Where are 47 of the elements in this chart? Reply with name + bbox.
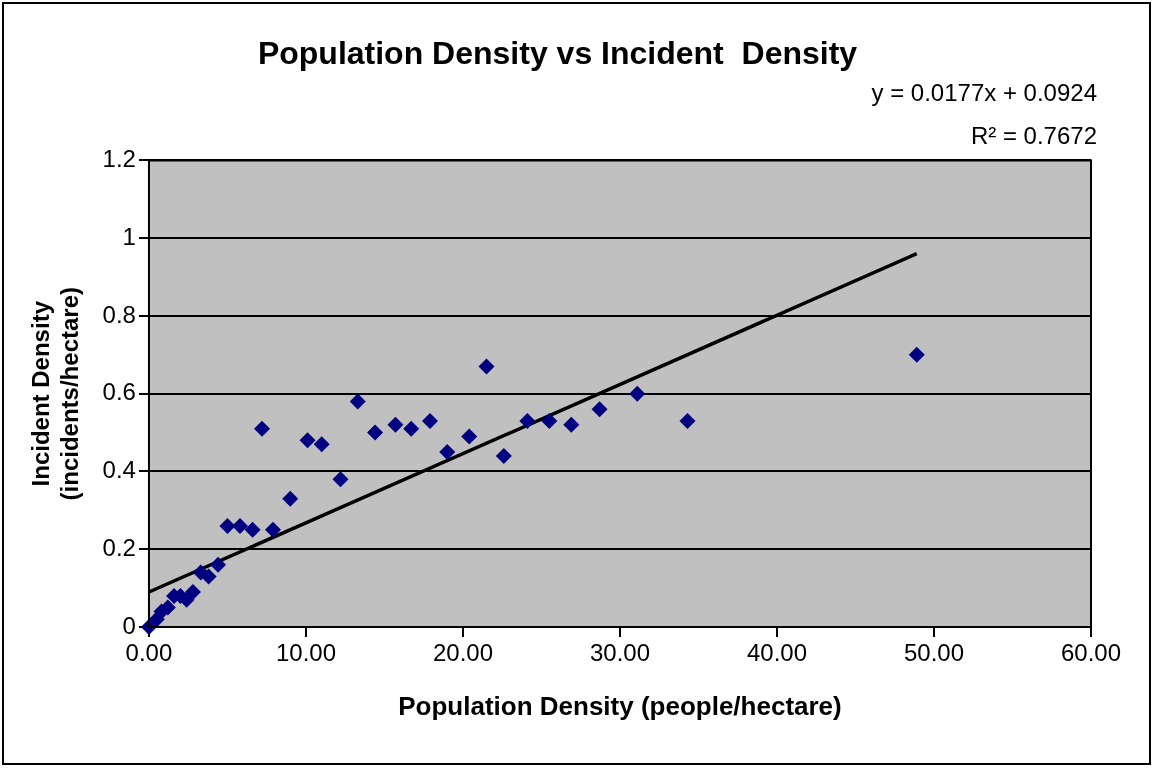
point [332, 471, 349, 488]
point [591, 401, 608, 418]
text: R² = 0.7672 [970, 121, 1097, 149]
point [367, 424, 384, 441]
point [219, 517, 236, 534]
x-tick-label: 0.00 [125, 639, 173, 667]
x-tick-label: 50.00 [903, 639, 965, 667]
text: y = 0.0177x + 0.0924 [871, 78, 1097, 106]
point [265, 521, 281, 538]
point [422, 412, 438, 429]
y-tick-label: 0.6 [102, 378, 136, 406]
point [439, 444, 456, 461]
chart-title: Population Density vs Incident Density [257, 35, 858, 72]
y-tick-label: 0.8 [102, 300, 136, 328]
point [679, 412, 696, 429]
point [478, 358, 495, 375]
point [299, 432, 316, 449]
point [200, 568, 217, 585]
point [254, 420, 271, 437]
point [349, 393, 366, 410]
point [282, 490, 299, 507]
point [541, 412, 558, 429]
point [495, 447, 512, 464]
point [519, 412, 536, 429]
x-tick-label: 40.00 [746, 639, 808, 667]
y-tick-label: 1.2 [102, 145, 136, 173]
point [244, 521, 261, 538]
point [313, 436, 330, 453]
point [908, 346, 925, 363]
x-tick-label: 20.00 [432, 639, 494, 667]
x-tick-label: 10.00 [275, 639, 336, 667]
point [563, 416, 580, 433]
y-axis-title: Incident Density (incidents/hectare) [27, 287, 83, 501]
point [210, 556, 227, 573]
y-tick-label: 0.2 [102, 533, 136, 561]
x-axis-title: Population Density (people/hectare) [398, 690, 842, 721]
y-tick-label: 1 [122, 222, 136, 250]
point [629, 385, 646, 402]
point [387, 416, 404, 433]
y-tick-label: 0 [122, 611, 136, 639]
point [232, 517, 249, 534]
y-tick-label: 0.4 [102, 456, 136, 484]
point [461, 428, 478, 445]
x-tick-label: 60.00 [1060, 639, 1122, 667]
point [403, 420, 420, 437]
point [184, 584, 201, 601]
x-tick-label: 30.00 [589, 639, 651, 667]
